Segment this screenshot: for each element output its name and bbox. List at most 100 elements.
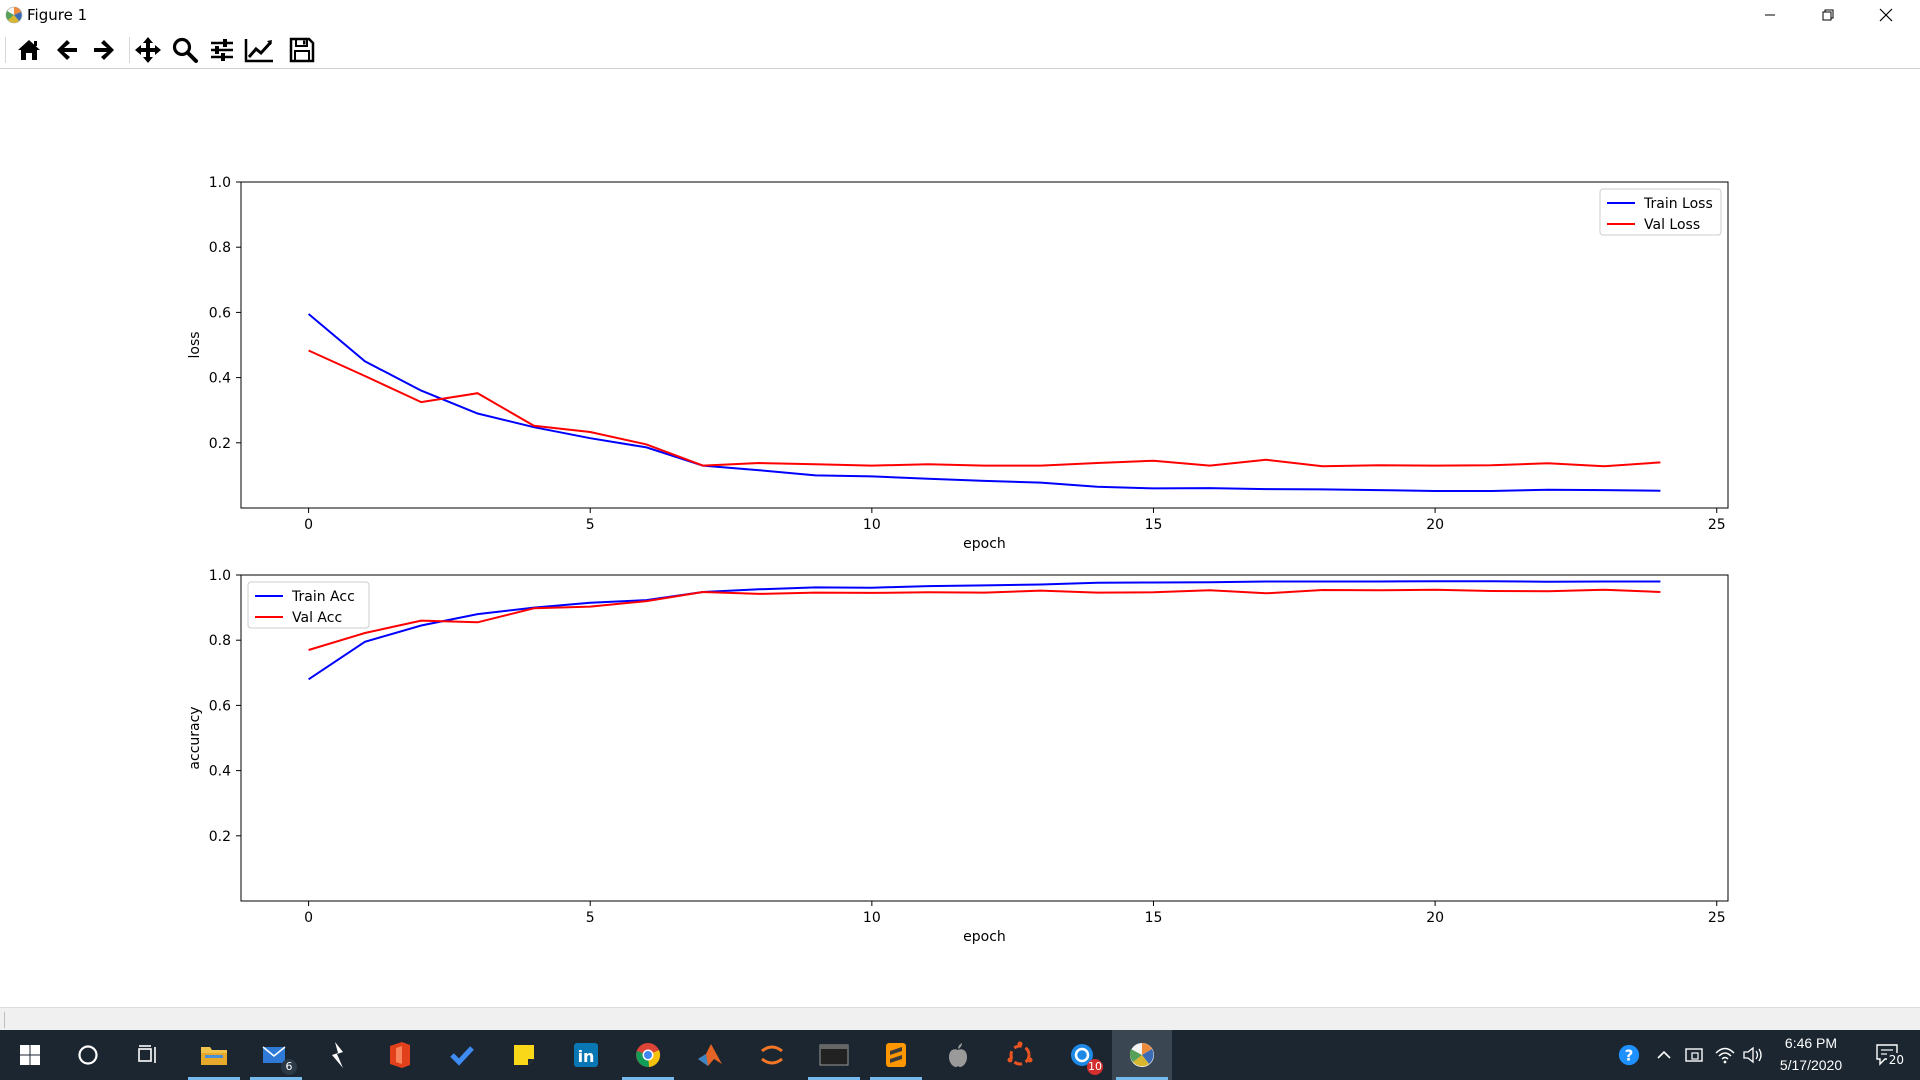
chrome-icon [635,1042,661,1068]
taskbar-app-matlab[interactable] [680,1030,740,1080]
floppy-disk-icon [289,37,315,63]
back-button[interactable] [52,35,82,65]
terminal-icon [819,1043,849,1067]
wifi-tray-button[interactable] [1713,1043,1737,1067]
taskbar-app-sticky-notes[interactable] [494,1030,554,1080]
subplot-loss: 0 5 10 15 20 25 0.2 0.4 0.6 0.8 1.0 epoch loss Train … [187,175,1729,552]
x-axis-label: epoch [963,536,1006,552]
y-tick-label: 0.8 [209,240,231,256]
series-line-val-acc [308,588,1661,651]
clock-date[interactable]: 5/17/2020 [1779,1057,1843,1073]
device-icon [1685,1048,1703,1062]
window-title: Figure 1 [27,6,88,24]
matlab-icon [696,1042,724,1068]
taskbar-app-todo[interactable] [432,1030,492,1080]
office-icon [388,1041,412,1069]
folder-icon [200,1043,228,1067]
legend: Train Acc Val Acc [247,581,370,629]
action-center-button[interactable]: 20 [1868,1043,1908,1067]
figure-canvas[interactable]: 0 5 10 15 20 25 0.2 0.4 0.6 0.8 1.0 epoch loss Train … [0,69,1920,1007]
taskbar-app-power-automate[interactable] [308,1030,368,1080]
home-icon [18,40,40,60]
note-icon [512,1043,536,1067]
x-tick-label: 20 [1426,517,1444,533]
taskbar-app-chat[interactable]: 10 [1052,1030,1112,1080]
figure-svg: 0 5 10 15 20 25 0.2 0.4 0.6 0.8 1.0 epoch loss Train … [187,175,1729,945]
help-icon: ? [1618,1044,1640,1066]
search-button[interactable] [58,1030,118,1080]
device-tray-button[interactable] [1683,1043,1707,1067]
svg-text:in: in [578,1047,595,1066]
legend-entry: Train Loss [1643,196,1713,212]
taskbar-app-linkedin[interactable]: in [556,1030,616,1080]
y-tick-label: 0.2 [209,829,231,845]
configure-subplots-button[interactable] [207,35,237,65]
taskbar-app-file-explorer[interactable] [184,1030,244,1080]
x-tick-label: 5 [586,517,595,533]
x-tick-label: 20 [1426,910,1444,926]
windows-icon [20,1045,40,1065]
arrow-left-icon [57,40,77,60]
toolbar-grip [5,37,6,63]
legend: Train Loss Val Loss [1599,188,1722,236]
y-tick-label: 0.4 [209,764,231,780]
axes-frame [240,181,1729,509]
svg-text:?: ? [1625,1048,1634,1065]
y-tick-label: 0.2 [209,436,231,452]
taskbar-app-sublime-text[interactable] [866,1030,926,1080]
edit-axes-button[interactable] [244,35,274,65]
axes-frame [240,574,1729,902]
taskbar-app-office[interactable] [370,1030,430,1080]
taskbar-app-itunes[interactable] [928,1030,988,1080]
chart-line-icon [244,39,273,63]
help-tray-button[interactable]: ? [1617,1043,1641,1067]
cortana-icon [78,1045,98,1065]
matplotlib-icon [1128,1041,1156,1069]
taskbar-app-ubuntu[interactable] [990,1030,1050,1080]
task-view-button[interactable] [118,1030,178,1080]
x-tick-label: 10 [863,517,881,533]
forward-button[interactable] [89,35,119,65]
series-line-val-loss [308,349,1661,468]
mail-icon [261,1043,291,1067]
restore-button[interactable] [1799,0,1857,30]
taskbar-app-mail[interactable]: 6 [246,1030,306,1080]
x-tick-label: 10 [863,910,881,926]
taskbar-app-chrome[interactable] [618,1030,678,1080]
close-icon [1879,8,1893,22]
speaker-icon [1743,1046,1762,1064]
app-badge: 6 [281,1059,297,1075]
show-hidden-icons-button[interactable] [1652,1043,1676,1067]
y-tick-label: 1.0 [209,568,231,584]
taskbar-app-matplotlib[interactable] [1112,1030,1172,1080]
matplotlib-icon [5,6,23,24]
y-tick-label: 1.0 [209,175,231,191]
close-button[interactable] [1857,0,1915,30]
y-tick-label: 0.6 [209,698,231,714]
x-tick-label: 25 [1708,910,1726,926]
subplot-accuracy: 0 5 10 15 20 25 0.2 0.4 0.6 0.8 1.0 epoch accuracy Tr… [187,568,1729,945]
status-bar-divider [4,1012,5,1028]
zoom-button[interactable] [170,35,200,65]
notifications-count: 20 [1886,1053,1906,1067]
magnifier-icon [172,37,198,63]
home-button[interactable] [14,35,44,65]
minimize-button[interactable] [1741,0,1799,30]
move-icon [135,37,161,63]
volume-tray-button[interactable] [1741,1043,1765,1067]
y-axis-label: accuracy [187,706,203,769]
arrow-right-icon [94,40,114,60]
minimize-icon [1765,14,1775,16]
clock-time[interactable]: 6:46 PM [1784,1035,1838,1051]
x-axis-label: epoch [963,929,1006,945]
pan-button[interactable] [133,35,163,65]
linkedin-icon: in [573,1042,599,1068]
series-line-train-loss [307,313,1661,492]
save-figure-button[interactable] [287,35,317,65]
taskbar-app-jupyter[interactable] [742,1030,802,1080]
legend-entry: Train Acc [291,589,355,605]
start-button[interactable] [0,1030,60,1080]
taskbar-app-terminal[interactable] [804,1030,864,1080]
x-tick-label: 0 [304,910,313,926]
status-bar [0,1007,1920,1031]
